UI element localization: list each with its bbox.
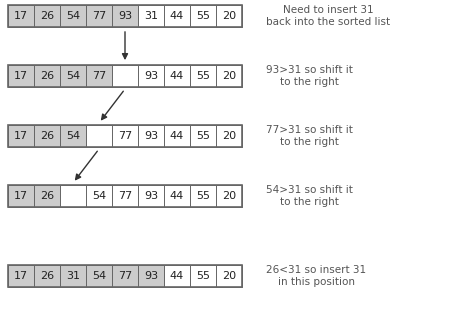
Bar bbox=[86, 5, 112, 27]
Bar bbox=[216, 65, 242, 87]
Text: 17: 17 bbox=[14, 11, 28, 21]
Bar bbox=[34, 65, 60, 87]
Bar bbox=[138, 65, 164, 87]
Text: 77: 77 bbox=[92, 11, 106, 21]
Bar bbox=[60, 5, 86, 27]
Text: 20: 20 bbox=[222, 271, 236, 281]
Text: 55: 55 bbox=[196, 11, 210, 21]
Bar bbox=[138, 5, 164, 27]
Bar bbox=[112, 65, 138, 87]
Bar bbox=[164, 5, 190, 27]
Text: 55: 55 bbox=[196, 71, 210, 81]
Text: 20: 20 bbox=[222, 191, 236, 201]
Bar bbox=[86, 185, 112, 207]
Text: 44: 44 bbox=[170, 271, 184, 281]
Bar bbox=[86, 265, 112, 287]
Text: 17: 17 bbox=[14, 191, 28, 201]
Bar bbox=[8, 125, 242, 147]
Text: 54: 54 bbox=[66, 11, 80, 21]
Text: 26: 26 bbox=[40, 131, 54, 141]
Text: 55: 55 bbox=[196, 271, 210, 281]
Bar bbox=[112, 265, 138, 287]
Bar bbox=[8, 265, 242, 287]
Bar bbox=[190, 185, 216, 207]
Text: 77: 77 bbox=[118, 191, 132, 201]
Text: 17: 17 bbox=[14, 131, 28, 141]
Bar bbox=[86, 125, 112, 147]
Bar bbox=[34, 265, 60, 287]
Bar bbox=[34, 125, 60, 147]
Bar bbox=[34, 5, 60, 27]
Bar bbox=[8, 125, 34, 147]
Text: 93: 93 bbox=[144, 131, 158, 141]
Text: 77>31 so shift it
to the right: 77>31 so shift it to the right bbox=[266, 125, 353, 147]
Text: 26: 26 bbox=[40, 191, 54, 201]
Text: 93: 93 bbox=[144, 191, 158, 201]
Text: 20: 20 bbox=[222, 11, 236, 21]
Text: 31: 31 bbox=[66, 271, 80, 281]
Bar bbox=[164, 65, 190, 87]
Bar bbox=[164, 125, 190, 147]
Text: 26: 26 bbox=[40, 271, 54, 281]
Text: 93: 93 bbox=[144, 271, 158, 281]
Text: 55: 55 bbox=[196, 191, 210, 201]
Bar bbox=[8, 265, 34, 287]
Bar bbox=[190, 265, 216, 287]
Bar bbox=[216, 185, 242, 207]
Bar bbox=[60, 65, 86, 87]
Text: 93: 93 bbox=[118, 11, 132, 21]
Bar bbox=[8, 65, 34, 87]
Text: 31: 31 bbox=[144, 11, 158, 21]
Text: 44: 44 bbox=[170, 71, 184, 81]
Text: 93: 93 bbox=[144, 71, 158, 81]
Text: 54: 54 bbox=[92, 271, 106, 281]
Text: 26: 26 bbox=[40, 11, 54, 21]
Bar bbox=[34, 185, 60, 207]
Bar bbox=[216, 5, 242, 27]
Bar bbox=[190, 5, 216, 27]
Text: 77: 77 bbox=[118, 271, 132, 281]
Bar bbox=[112, 185, 138, 207]
Text: 44: 44 bbox=[170, 131, 184, 141]
Bar bbox=[138, 185, 164, 207]
Text: 54: 54 bbox=[92, 191, 106, 201]
Text: 93>31 so shift it
to the right: 93>31 so shift it to the right bbox=[266, 65, 353, 87]
Bar bbox=[138, 265, 164, 287]
Text: 20: 20 bbox=[222, 71, 236, 81]
Bar bbox=[86, 65, 112, 87]
Bar bbox=[216, 125, 242, 147]
Text: 20: 20 bbox=[222, 131, 236, 141]
Text: 17: 17 bbox=[14, 271, 28, 281]
Bar bbox=[164, 185, 190, 207]
Bar bbox=[60, 125, 86, 147]
Bar bbox=[112, 125, 138, 147]
Bar bbox=[138, 125, 164, 147]
Bar bbox=[8, 65, 242, 87]
Text: 44: 44 bbox=[170, 191, 184, 201]
Bar bbox=[8, 5, 34, 27]
Text: 77: 77 bbox=[92, 71, 106, 81]
Text: 26<31 so insert 31
in this position: 26<31 so insert 31 in this position bbox=[266, 265, 366, 287]
Text: 17: 17 bbox=[14, 71, 28, 81]
Text: 26: 26 bbox=[40, 71, 54, 81]
Bar bbox=[190, 125, 216, 147]
Bar bbox=[60, 265, 86, 287]
Text: Need to insert 31
back into the sorted list: Need to insert 31 back into the sorted l… bbox=[266, 5, 390, 27]
Bar bbox=[60, 185, 86, 207]
Text: 77: 77 bbox=[118, 131, 132, 141]
Bar bbox=[216, 265, 242, 287]
Bar bbox=[8, 185, 242, 207]
Bar bbox=[8, 5, 242, 27]
Bar bbox=[190, 65, 216, 87]
Text: 55: 55 bbox=[196, 131, 210, 141]
Bar bbox=[112, 5, 138, 27]
Text: 54: 54 bbox=[66, 71, 80, 81]
Text: 44: 44 bbox=[170, 11, 184, 21]
Text: 54>31 so shift it
to the right: 54>31 so shift it to the right bbox=[266, 185, 353, 207]
Bar bbox=[8, 185, 34, 207]
Text: 54: 54 bbox=[66, 131, 80, 141]
Bar bbox=[164, 265, 190, 287]
